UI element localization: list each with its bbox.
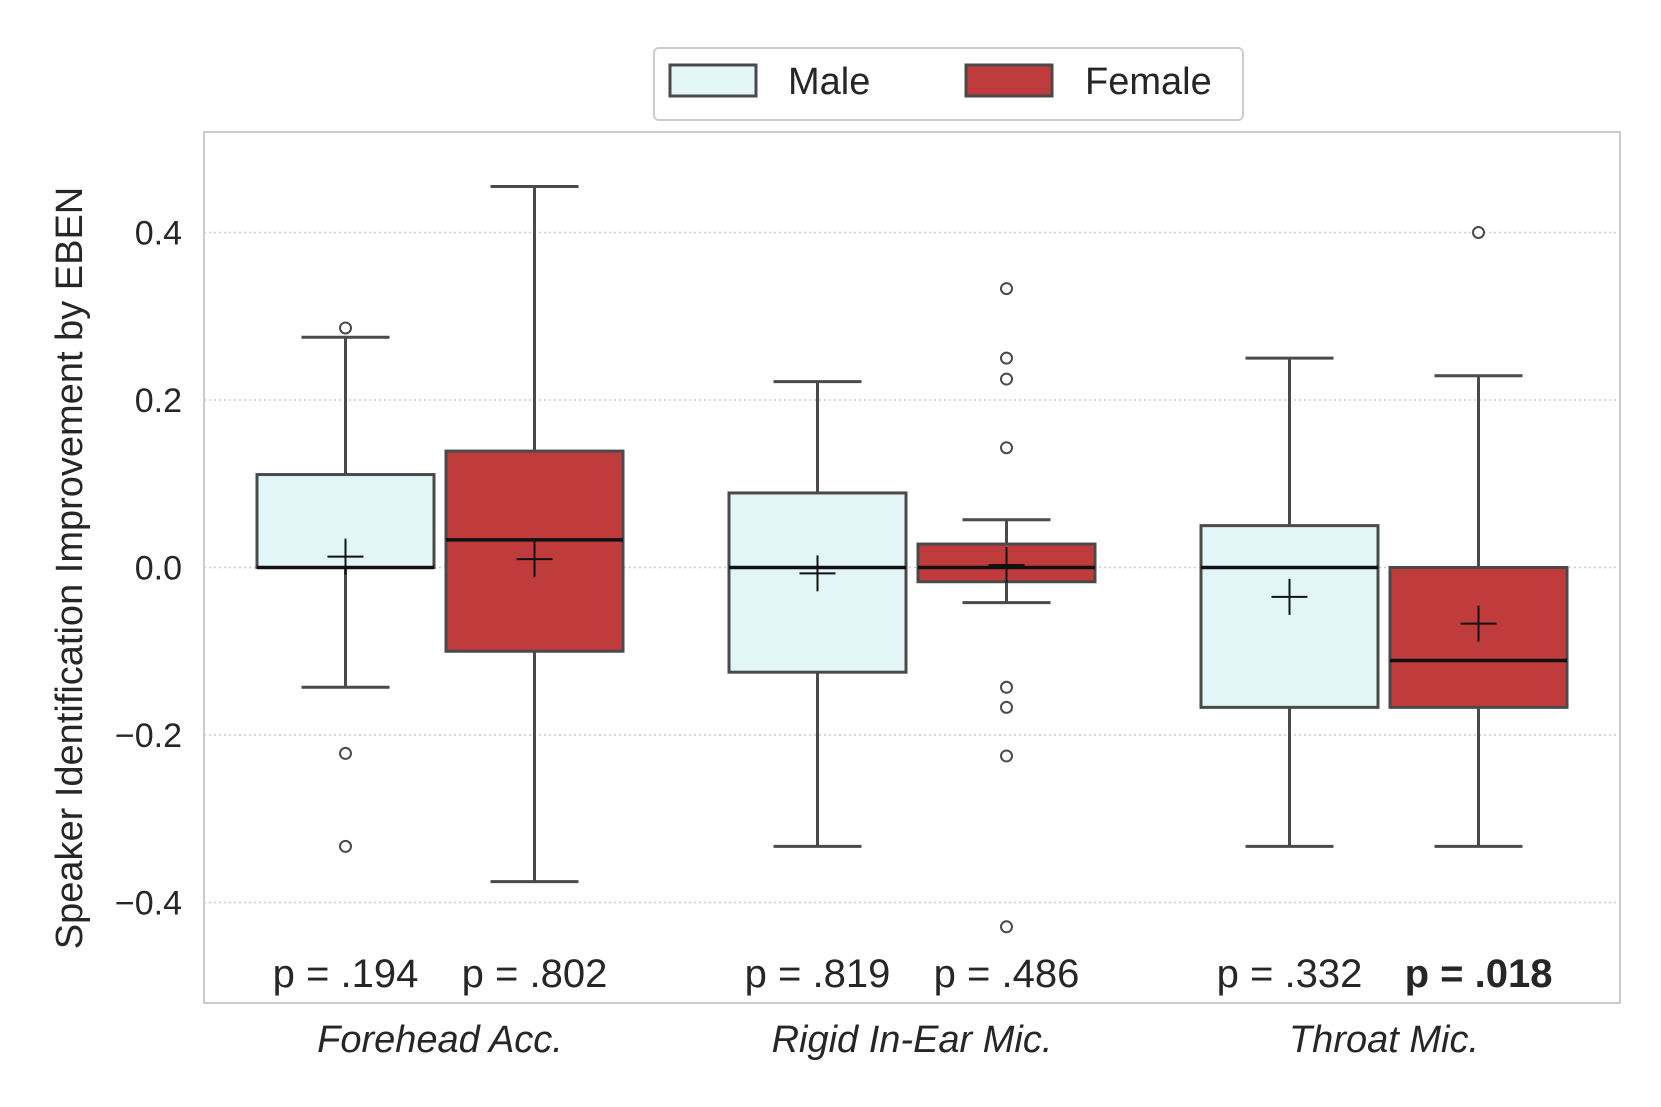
outliers-layer <box>339 226 1485 934</box>
p-value-label-female: p = .018 <box>1405 952 1553 996</box>
outlier-point-male <box>339 746 352 760</box>
plot-area-frame <box>203 131 1621 1004</box>
outlier-point-female <box>1000 749 1013 763</box>
outlier-point-female <box>1000 372 1013 386</box>
p-value-label-male: p = .332 <box>1217 952 1363 996</box>
outlier-point-male <box>339 321 352 335</box>
y-tick-label: 0.0 <box>135 550 182 588</box>
boxes-layer <box>255 184 1569 884</box>
gridlines <box>204 231 1620 904</box>
box-male <box>1199 524 1380 709</box>
outlier-point-female <box>1000 351 1013 365</box>
category-label: Throat Mic. <box>1289 1019 1479 1061</box>
category-labels: Forehead Acc. Rigid In-Ear Mic. Throat Mic… <box>317 1019 1479 1061</box>
y-axis-ticks: 0.4 0.2 0.0 −0.2 −0.4 <box>115 215 182 923</box>
outlier-point-female <box>1472 226 1485 239</box>
outlier-point-male <box>339 839 352 853</box>
outlier-point-female <box>1000 700 1013 714</box>
p-value-label-male: p = .194 <box>273 952 419 996</box>
outlier-point-female <box>1000 441 1013 455</box>
outlier-point-female <box>1000 680 1013 694</box>
category-label: Forehead Acc. <box>317 1019 563 1061</box>
y-tick-label: −0.4 <box>115 885 182 923</box>
means-layer <box>327 538 1497 642</box>
legend-swatch-male <box>668 63 758 98</box>
y-tick-label: 0.2 <box>135 382 182 420</box>
legend-swatch-female <box>964 63 1054 98</box>
y-tick-label: 0.4 <box>135 215 182 253</box>
legend-label-female: Female <box>1085 61 1212 103</box>
legend: Male Female <box>653 47 1244 121</box>
p-values-layer: p = .194 p = .802 p = .819 p = .486 p = .332… <box>273 952 1553 996</box>
y-tick-label: −0.2 <box>115 717 182 755</box>
outlier-point-female <box>1000 920 1013 934</box>
p-value-label-female: p = .486 <box>934 952 1080 996</box>
p-value-label-female: p = .802 <box>462 952 608 996</box>
outlier-point-female <box>1000 282 1013 296</box>
legend-frame <box>653 47 1244 121</box>
p-value-label-male: p = .819 <box>745 952 891 996</box>
category-label: Rigid In-Ear Mic. <box>772 1019 1053 1061</box>
y-axis-label: Speaker Identification Improvement by EB… <box>49 187 91 950</box>
legend-label-male: Male <box>788 61 870 103</box>
